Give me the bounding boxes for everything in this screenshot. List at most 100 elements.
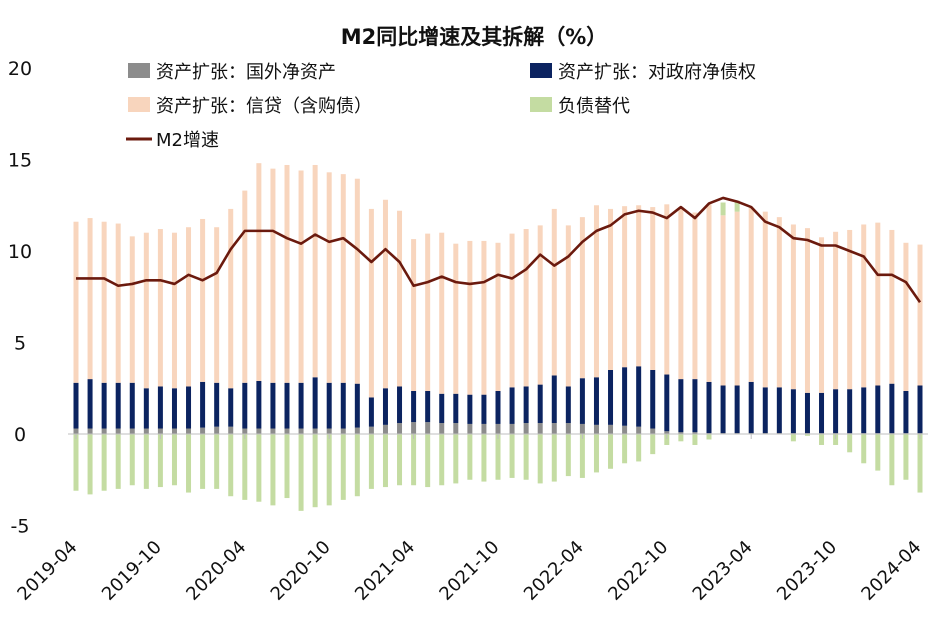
bar-gov bbox=[171, 388, 177, 429]
bar-foreign bbox=[129, 428, 135, 434]
bar-gov bbox=[284, 382, 290, 429]
bar-gov bbox=[819, 392, 825, 434]
bar-foreign bbox=[200, 427, 206, 434]
bar-sub bbox=[833, 434, 839, 445]
x-tick-label: 2022-04 bbox=[520, 537, 588, 605]
bar-credit bbox=[889, 229, 895, 384]
bar-sub bbox=[917, 434, 923, 493]
bar-foreign bbox=[579, 423, 585, 434]
bar-credit bbox=[833, 231, 839, 390]
line-m2 bbox=[76, 196, 922, 303]
bar-foreign bbox=[439, 423, 445, 434]
bar-gov bbox=[664, 374, 670, 432]
bar-credit bbox=[228, 208, 234, 389]
bar-gov bbox=[833, 389, 839, 434]
bar-gov bbox=[847, 389, 853, 434]
bar-sub bbox=[537, 434, 543, 484]
bar-credit bbox=[664, 204, 670, 375]
bar-credit bbox=[819, 237, 825, 393]
bar-foreign bbox=[593, 424, 599, 434]
bar-sub bbox=[664, 434, 670, 445]
bar-gov bbox=[692, 379, 698, 433]
bar-foreign bbox=[340, 428, 346, 434]
bar-gov bbox=[678, 379, 684, 433]
bar-credit bbox=[270, 168, 276, 383]
bar-credit bbox=[200, 218, 206, 382]
bar-sub bbox=[734, 200, 740, 212]
bar-gov bbox=[481, 394, 487, 424]
bar-credit bbox=[762, 211, 768, 388]
legend-swatch-sub bbox=[530, 97, 552, 112]
bar-credit bbox=[748, 208, 754, 382]
bar-credit bbox=[382, 199, 388, 389]
bar-credit bbox=[804, 228, 810, 393]
bar-sub bbox=[453, 434, 459, 484]
legend-label-gov: 资产扩张：对政府净债权 bbox=[558, 62, 756, 83]
bar-credit bbox=[523, 229, 529, 387]
bar-foreign bbox=[242, 428, 248, 434]
bar-foreign bbox=[101, 428, 107, 434]
bar-gov bbox=[101, 382, 107, 429]
bar-credit bbox=[326, 172, 332, 383]
bar-foreign bbox=[453, 423, 459, 434]
bar-credit bbox=[129, 236, 135, 383]
bar-gov bbox=[425, 391, 431, 423]
bar-gov bbox=[622, 367, 628, 426]
bar-foreign bbox=[678, 432, 684, 434]
bar-gov bbox=[579, 378, 585, 424]
x-tick-label: 2020-10 bbox=[267, 537, 335, 605]
bar-credit bbox=[734, 211, 740, 386]
bar-gov bbox=[720, 385, 726, 434]
y-tick-label: -5 bbox=[11, 516, 30, 538]
bar-gov bbox=[214, 382, 220, 427]
bar-credit bbox=[298, 170, 304, 383]
bar-gov bbox=[143, 388, 149, 429]
bar-sub bbox=[847, 434, 853, 453]
y-tick-label: 0 bbox=[14, 424, 26, 446]
bar-gov bbox=[706, 381, 712, 434]
bar-credit bbox=[242, 190, 248, 383]
bar-sub bbox=[115, 434, 121, 489]
legend-swatch-credit bbox=[128, 97, 150, 112]
bar-foreign bbox=[270, 428, 276, 434]
bar-gov bbox=[551, 375, 557, 424]
bar-sub bbox=[411, 434, 417, 486]
bar-sub bbox=[579, 434, 585, 478]
bar-foreign bbox=[425, 422, 431, 434]
bar-credit bbox=[875, 222, 881, 386]
bar-foreign bbox=[214, 426, 220, 434]
bar-foreign bbox=[157, 428, 163, 434]
bar-foreign bbox=[397, 423, 403, 434]
bar-gov bbox=[340, 382, 346, 429]
bar-sub bbox=[551, 434, 557, 482]
bar-gov bbox=[875, 385, 881, 434]
bar-credit bbox=[847, 229, 853, 390]
bar-foreign bbox=[284, 428, 290, 434]
bar-credit bbox=[650, 207, 656, 370]
bar-sub bbox=[354, 434, 360, 497]
bar-credit bbox=[776, 217, 782, 388]
bar-gov bbox=[115, 382, 121, 429]
legend: 资产扩张：国外净资产 资产扩张：对政府净债权 资产扩张：信贷（含购债） 负债替代… bbox=[126, 62, 756, 151]
bar-gov bbox=[200, 381, 206, 428]
bar-sub bbox=[382, 434, 388, 488]
bar-credit bbox=[101, 221, 107, 383]
bar-credit bbox=[143, 232, 149, 389]
bar-gov bbox=[790, 389, 796, 434]
bar-gov bbox=[298, 382, 304, 429]
x-tick-label: 2021-04 bbox=[351, 537, 419, 605]
bar-credit bbox=[509, 233, 515, 388]
bar-gov bbox=[312, 377, 318, 429]
x-tick-label: 2023-04 bbox=[689, 537, 757, 605]
bar-credit bbox=[157, 229, 163, 387]
bar-foreign bbox=[256, 428, 262, 434]
bar-credit bbox=[903, 242, 909, 391]
y-tick-label: 10 bbox=[8, 241, 32, 263]
y-tick-label: 15 bbox=[8, 150, 32, 172]
bar-foreign bbox=[298, 428, 304, 434]
bar-gov bbox=[439, 393, 445, 424]
bar-sub bbox=[509, 434, 515, 478]
bar-credit bbox=[87, 218, 93, 380]
bar-sub bbox=[284, 434, 290, 499]
y-axis-ticks: -5 0 5 10 15 20 bbox=[8, 58, 32, 538]
